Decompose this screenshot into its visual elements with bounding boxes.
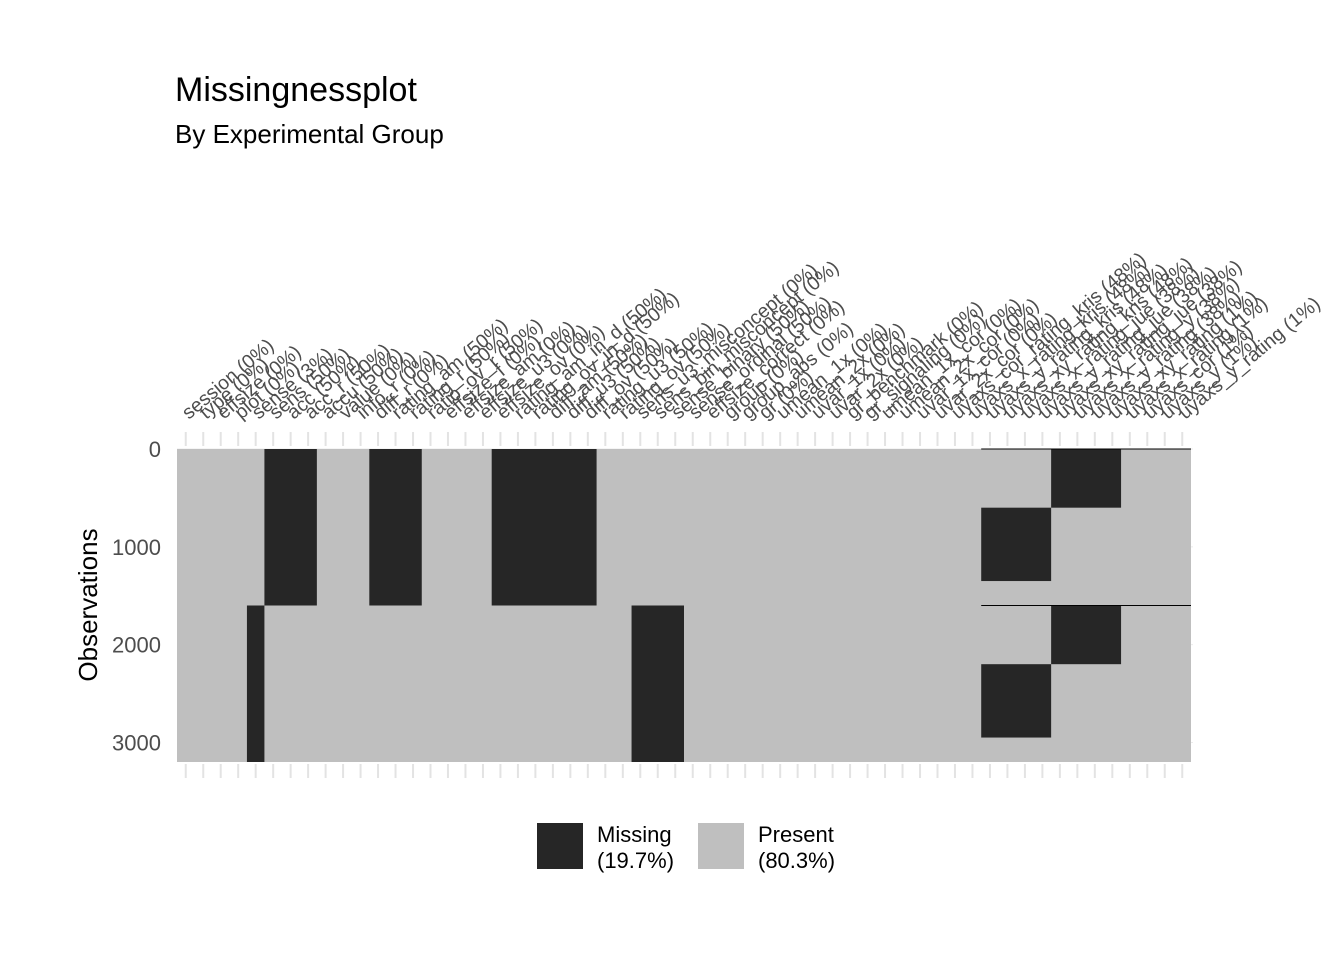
column-labels: session (0%)type (0%)effsize (0%)plot (0… — [178, 248, 1325, 424]
chart-title: Missingnessplot — [175, 71, 417, 109]
y-tick-label: 3000 — [112, 730, 161, 755]
y-tick-label: 1000 — [112, 535, 161, 560]
plot-area — [177, 432, 1193, 778]
y-tick-label: 0 — [149, 437, 161, 462]
legend-label-missing: Missing — [597, 822, 672, 847]
missing-block — [264, 449, 317, 606]
missing-block — [1051, 605, 1122, 665]
legend-pct-present: (80.3%) — [758, 848, 835, 873]
chart-subtitle: By Experimental Group — [175, 119, 444, 149]
missing-block — [246, 605, 265, 762]
legend-swatch-present — [698, 823, 744, 869]
legend-swatch-missing — [537, 823, 583, 869]
legend-label-present: Present — [758, 822, 834, 847]
missing-block — [981, 664, 1052, 738]
legend: Missing(19.7%) Present(80.3%) — [537, 822, 835, 873]
missing-block — [491, 449, 597, 606]
missing-block — [369, 449, 422, 606]
missing-block — [1051, 449, 1122, 508]
legend-pct-missing: (19.7%) — [597, 848, 674, 873]
y-tick-label: 2000 — [112, 633, 161, 658]
missing-block — [631, 605, 684, 762]
y-axis-title: Observations — [73, 528, 103, 681]
y-axis-ticks: 0 1000 2000 3000 — [112, 437, 161, 755]
missing-block — [981, 507, 1052, 582]
